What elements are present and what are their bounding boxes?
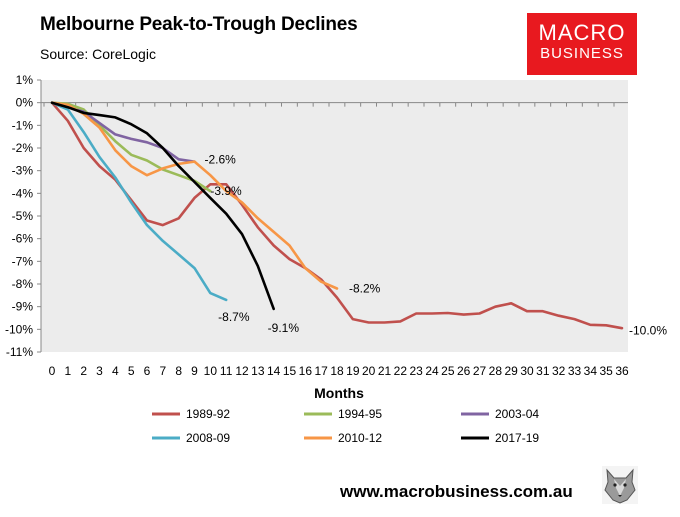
- x-tick-label: 29: [504, 364, 518, 378]
- y-tick-label: -8%: [12, 277, 34, 291]
- x-tick-label: 15: [283, 364, 297, 378]
- x-tick-label: 16: [299, 364, 313, 378]
- annotation-label: -10.0%: [629, 323, 667, 337]
- plot-area: [41, 80, 628, 352]
- legend-label: 2003-04: [495, 407, 539, 421]
- y-tick-label: -4%: [12, 186, 34, 200]
- x-tick-label: 28: [489, 364, 503, 378]
- annotation-label: -9.1%: [268, 321, 300, 335]
- legend-label: 1994-95: [338, 407, 382, 421]
- x-tick-label: 12: [235, 364, 249, 378]
- x-tick-label: 33: [568, 364, 582, 378]
- x-tick-label: 30: [520, 364, 534, 378]
- legend-label: 1989-92: [186, 407, 230, 421]
- y-tick-label: -10%: [5, 322, 33, 336]
- x-tick-label: 1: [64, 364, 71, 378]
- y-axis: 1% 0% -1% -2% -3% -4% -5% -6% -7% -8% -9% -10% -11%: [5, 73, 42, 359]
- x-tick-label: 24: [425, 364, 439, 378]
- x-tick-label: 3: [96, 364, 103, 378]
- x-tick-label: 0: [49, 364, 56, 378]
- x-axis: 0 1 2 3 4 5 6 7 8 9 10 11 12 13 14 15 16 17 18 19 20 21 22 23 24…: [41, 102, 629, 378]
- x-tick-label: 23: [409, 364, 423, 378]
- legend-label: 2008-09: [186, 431, 230, 445]
- x-tick-label: 18: [330, 364, 344, 378]
- y-tick-label: -3%: [12, 164, 34, 178]
- x-tick-label: 27: [473, 364, 487, 378]
- y-tick-label: -11%: [6, 345, 33, 359]
- x-tick-label: 25: [441, 364, 455, 378]
- y-tick-label: -2%: [12, 141, 34, 155]
- logo-line-2: BUSINESS: [540, 45, 624, 62]
- annotation-label: -8.7%: [218, 310, 250, 324]
- y-tick-label: -6%: [12, 232, 34, 246]
- x-tick-label: 10: [204, 364, 218, 378]
- series-lines: [50, 101, 624, 330]
- series-line-2008-09: [50, 101, 228, 302]
- y-tick-label: -9%: [12, 300, 34, 314]
- chart-source: Source: CoreLogic: [40, 46, 156, 62]
- x-tick-label: 13: [251, 364, 265, 378]
- legend-label: 2017-19: [495, 431, 539, 445]
- annotation-label: -8.2%: [349, 282, 381, 296]
- x-tick-label: 9: [191, 364, 198, 378]
- x-tick-label: 35: [599, 364, 613, 378]
- x-tick-label: 21: [378, 364, 392, 378]
- x-tick-label: 20: [362, 364, 376, 378]
- x-tick-label: 34: [584, 364, 598, 378]
- x-tick-label: 36: [615, 364, 629, 378]
- x-tick-label: 6: [144, 364, 151, 378]
- y-tick-label: -5%: [12, 209, 34, 223]
- x-tick-label: 31: [536, 364, 550, 378]
- x-tick-label: 11: [220, 364, 233, 378]
- y-tick-label: -1%: [12, 118, 34, 132]
- data-annotations: -2.6% -3.9% -8.2% -8.7% -9.1% -10.0%: [205, 153, 668, 338]
- y-tick-label: -7%: [12, 254, 34, 268]
- legend-label: 2010-12: [338, 431, 382, 445]
- y-tick-label: 0%: [16, 96, 34, 110]
- x-axis-label: Months: [314, 385, 364, 401]
- x-tick-label: 4: [112, 364, 119, 378]
- x-tick-label: 14: [267, 364, 281, 378]
- series-line-1994-95: [50, 101, 212, 193]
- logo-line-1: MACRO: [538, 20, 626, 45]
- annotation-label: -2.6%: [205, 153, 237, 167]
- wolf-head-icon: [602, 466, 638, 504]
- x-tick-label: 17: [314, 364, 328, 378]
- x-tick-label: 19: [346, 364, 360, 378]
- y-tick-label: 1%: [16, 73, 34, 87]
- series-line-1989-92: [50, 101, 624, 330]
- x-tick-label: 5: [128, 364, 135, 378]
- x-tick-label: 8: [175, 364, 182, 378]
- annotation-label: -3.9%: [210, 184, 242, 198]
- series-line-2010-12: [50, 101, 339, 290]
- legend: 1989-92 1994-95 2003-04 2008-09 2010-12 2017-…: [152, 407, 539, 445]
- x-tick-label: 26: [457, 364, 471, 378]
- x-tick-label: 22: [394, 364, 408, 378]
- macrobusiness-logo: MACRO BUSINESS: [527, 13, 637, 75]
- series-line-2017-19: [50, 101, 276, 311]
- x-tick-label: 2: [80, 364, 87, 378]
- x-tick-label: 7: [159, 364, 166, 378]
- chart-title: Melbourne Peak-to-Trough Declines: [40, 14, 358, 35]
- website-url: www.macrobusiness.com.au: [340, 482, 573, 501]
- x-tick-label: 32: [552, 364, 566, 378]
